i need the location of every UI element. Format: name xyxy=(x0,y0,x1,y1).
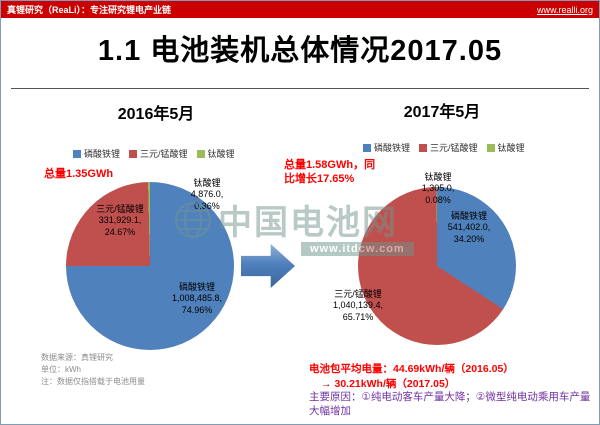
slice-label-2016-ncm: 三元/锰酸锂 331,929.1, 24.67% xyxy=(96,204,144,237)
arrow-icon: → xyxy=(321,377,332,390)
legend-label-lto: 钛酸锂 xyxy=(497,143,525,153)
brand-text: 真锂研究（ReaLi）：专注研究锂电产业链 xyxy=(7,5,172,15)
legend-label-lfp: 磷酸铁锂 xyxy=(84,149,121,159)
title-divider xyxy=(11,88,589,89)
top-bar: 真锂研究（ReaLi）：专注研究锂电产业链 www.realli.org xyxy=(1,1,599,18)
site-url-link[interactable]: www.realli.org xyxy=(536,4,593,15)
legend-swatch-ncm xyxy=(419,143,428,152)
summary-line2-text: 30.21kWh/辆（2017.05） xyxy=(334,377,456,390)
slice-label-2017-lfp: 磷酸铁锂 541,402.0, 34.20% xyxy=(447,211,491,244)
footnote-unit: 单位：kWh xyxy=(41,365,81,374)
legend-item-lfp: 磷酸铁锂 xyxy=(363,141,410,154)
page-title: 1.1 电池装机总体情况2017.05 xyxy=(97,35,503,67)
summary-line2: → 30.21kWh/辆（2017.05） xyxy=(309,377,591,392)
slice-label-2017-ncm: 三元/锰酸锂 1,040,139.4, 65.71% xyxy=(332,289,384,322)
footnote-note: 注：数据仅指搭载于电池用量 xyxy=(41,377,145,386)
summary-line1: 电池包平均电量：44.69kWh/辆（2016.05） xyxy=(309,363,514,375)
right-arrow-icon xyxy=(241,244,295,288)
legend-swatch-lfp xyxy=(73,149,81,158)
main-reason: 主要原因：①纯电动客车产量大降；②微型纯电动乘用车产量大幅增加 xyxy=(309,391,591,417)
total-note-2016: 总量1.35GWh xyxy=(44,168,114,180)
chart-title-2017: 2017年5月 xyxy=(403,104,481,121)
slice-label-2016-lfp: 磷酸铁锂 1,008,485.8, 74.96% xyxy=(171,282,223,315)
legend-swatch-lto xyxy=(196,149,205,158)
chart-title-2016: 2016年5月 xyxy=(117,106,195,123)
footnote-source: 数据来源：真锂研究 xyxy=(41,353,113,362)
slice-label-2017-lto: 钛酸锂 1,305.0, 0.08% xyxy=(421,172,455,205)
pie-chart-2017 xyxy=(358,187,516,345)
footnotes: 数据来源：真锂研究 单位：kWh 注：数据仅指搭载于电池用量 xyxy=(41,352,145,388)
legend-item-lto: 钛酸锂 xyxy=(196,147,235,160)
total-note-2017: 总量1.58GWh，同 比增长17.65% xyxy=(284,159,376,186)
legend-item-lfp: 磷酸铁锂 xyxy=(73,147,120,160)
legend-item-ncm: 三元/锰酸锂 xyxy=(129,147,188,160)
legend-swatch-lto xyxy=(486,143,495,152)
legend-label-lto: 钛酸锂 xyxy=(207,149,235,159)
battery-pack-summary: 电池包平均电量：44.69kWh/辆（2016.05） → 30.21kWh/辆（… xyxy=(309,362,591,391)
legend-item-lto: 钛酸锂 xyxy=(486,141,525,154)
legend-label-lfp: 磷酸铁锂 xyxy=(374,143,411,153)
legend-swatch-ncm xyxy=(129,149,138,158)
legend-item-ncm: 三元/锰酸锂 xyxy=(419,141,478,154)
legend-2017: 磷酸铁锂 三元/锰酸锂 钛酸锂 xyxy=(363,141,525,154)
legend-2016: 磷酸铁锂 三元/锰酸锂 钛酸锂 xyxy=(73,147,235,160)
legend-swatch-lfp xyxy=(363,143,371,152)
slice-label-2016-lto: 钛酸锂 4,876.0, 0.36% xyxy=(190,178,224,211)
legend-label-ncm: 三元/锰酸锂 xyxy=(430,143,478,153)
legend-label-ncm: 三元/锰酸锂 xyxy=(140,149,188,159)
